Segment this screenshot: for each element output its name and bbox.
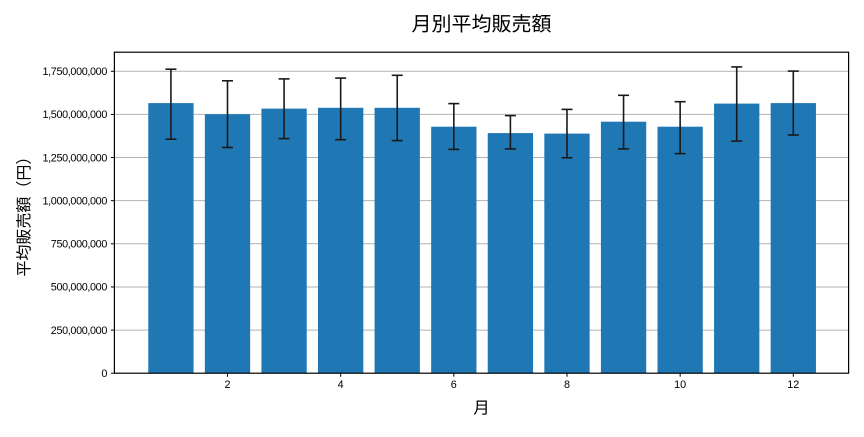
svg-text:1,500,000,000: 1,500,000,000: [43, 109, 108, 121]
svg-text:1,750,000,000: 1,750,000,000: [43, 66, 108, 78]
svg-text:8: 8: [564, 379, 570, 391]
svg-text:4: 4: [338, 379, 344, 391]
svg-text:0: 0: [101, 368, 107, 380]
svg-text:6: 6: [451, 379, 457, 391]
svg-text:1,250,000,000: 1,250,000,000: [43, 152, 108, 164]
svg-text:1,000,000,000: 1,000,000,000: [43, 195, 108, 207]
svg-text:250,000,000: 250,000,000: [51, 325, 108, 337]
svg-text:10: 10: [674, 379, 686, 391]
svg-text:12: 12: [787, 379, 799, 391]
svg-text:2: 2: [224, 379, 230, 391]
svg-text:750,000,000: 750,000,000: [51, 239, 108, 251]
svg-text:500,000,000: 500,000,000: [51, 282, 108, 294]
